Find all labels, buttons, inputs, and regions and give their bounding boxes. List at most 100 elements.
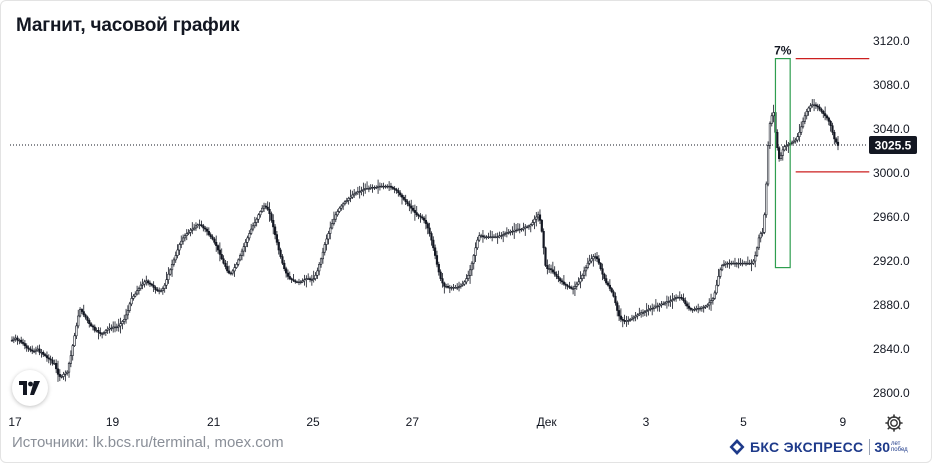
candle bbox=[673, 295, 676, 302]
candle bbox=[505, 227, 508, 238]
candle bbox=[603, 272, 606, 282]
candle bbox=[66, 370, 69, 376]
candle bbox=[402, 195, 405, 201]
candle bbox=[518, 223, 521, 234]
candle bbox=[410, 199, 413, 214]
candle bbox=[58, 369, 61, 382]
candle bbox=[597, 255, 600, 266]
candle bbox=[128, 301, 131, 313]
candle bbox=[373, 185, 376, 190]
candle bbox=[110, 324, 113, 332]
gear-icon[interactable] bbox=[884, 413, 904, 433]
candle bbox=[205, 226, 209, 236]
tradingview-logo-icon[interactable] bbox=[12, 370, 48, 406]
candle bbox=[470, 261, 474, 277]
candle bbox=[516, 223, 520, 232]
candle bbox=[181, 234, 185, 245]
x-tick-label: 21 bbox=[207, 415, 221, 429]
candle bbox=[522, 222, 525, 232]
candle bbox=[794, 137, 797, 144]
candle bbox=[250, 223, 253, 236]
candle bbox=[581, 273, 584, 282]
candle bbox=[362, 182, 365, 197]
candle bbox=[399, 190, 402, 198]
candle bbox=[763, 212, 766, 235]
candle bbox=[413, 204, 416, 221]
candle bbox=[669, 295, 672, 307]
candle bbox=[594, 252, 597, 262]
candle bbox=[148, 280, 152, 288]
candle bbox=[476, 236, 479, 250]
candle bbox=[281, 254, 284, 265]
candle bbox=[761, 228, 764, 237]
candle bbox=[176, 244, 179, 259]
candle bbox=[744, 261, 748, 267]
candle bbox=[503, 231, 507, 237]
candle bbox=[347, 196, 350, 205]
candle bbox=[388, 181, 391, 191]
candle bbox=[502, 230, 505, 243]
candle bbox=[305, 275, 308, 288]
candle bbox=[113, 321, 117, 333]
candle bbox=[330, 218, 334, 230]
candle bbox=[235, 262, 238, 269]
candle bbox=[783, 145, 786, 152]
candle bbox=[360, 186, 363, 196]
candle bbox=[820, 107, 823, 114]
candle bbox=[42, 350, 45, 357]
candle bbox=[23, 340, 26, 350]
candle bbox=[796, 133, 799, 143]
y-tick-label: 2800.0 bbox=[873, 386, 910, 400]
candle bbox=[507, 229, 510, 235]
candle bbox=[491, 231, 494, 242]
candle bbox=[342, 202, 345, 210]
candle bbox=[145, 275, 148, 286]
candle bbox=[640, 309, 643, 318]
candle bbox=[801, 117, 805, 129]
candle bbox=[270, 211, 273, 223]
candle bbox=[544, 246, 547, 267]
candle bbox=[812, 98, 816, 112]
candle bbox=[570, 285, 573, 290]
x-tick-label: 3 bbox=[643, 415, 650, 429]
candle bbox=[334, 211, 337, 223]
y-tick-label: 3000.0 bbox=[873, 166, 910, 180]
candle bbox=[818, 104, 821, 112]
candle bbox=[616, 300, 619, 317]
candle bbox=[130, 292, 133, 307]
candle bbox=[338, 206, 341, 214]
candle bbox=[124, 308, 128, 324]
candle bbox=[704, 304, 707, 309]
candle bbox=[630, 314, 634, 321]
candle bbox=[391, 185, 394, 191]
candle bbox=[169, 268, 172, 276]
candle bbox=[264, 203, 267, 210]
candle bbox=[132, 294, 135, 301]
candle bbox=[178, 242, 181, 255]
candle bbox=[345, 197, 348, 204]
candle bbox=[251, 222, 255, 232]
y-tick-label: 3080.0 bbox=[873, 78, 910, 92]
move-highlight-box bbox=[774, 57, 791, 269]
candle bbox=[713, 290, 716, 300]
candle bbox=[811, 99, 814, 108]
candle bbox=[261, 205, 264, 213]
candle bbox=[216, 244, 220, 254]
candle bbox=[426, 221, 429, 235]
x-tick-label: 27 bbox=[406, 415, 420, 429]
candle bbox=[75, 322, 78, 340]
candle bbox=[461, 280, 464, 287]
candle bbox=[638, 307, 641, 317]
candle bbox=[351, 190, 354, 200]
candle bbox=[645, 303, 648, 317]
x-tick-label: 17 bbox=[8, 415, 22, 429]
move-annotation: 7% bbox=[774, 44, 870, 269]
candle bbox=[246, 235, 249, 248]
candle bbox=[494, 233, 497, 239]
candle bbox=[77, 309, 80, 329]
candle bbox=[134, 291, 137, 298]
candle bbox=[693, 306, 696, 312]
candle bbox=[608, 279, 611, 292]
candle bbox=[437, 261, 440, 276]
